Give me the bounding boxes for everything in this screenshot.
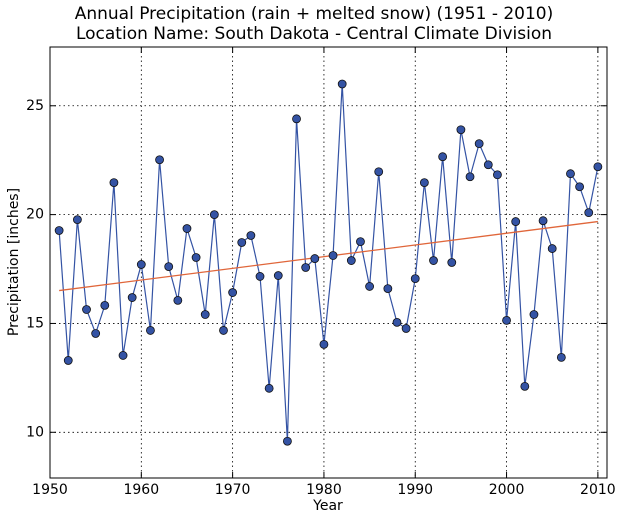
data-point	[456, 125, 466, 135]
data-point	[438, 152, 448, 162]
data-point	[200, 310, 210, 319]
data-point	[209, 210, 219, 220]
data-point	[556, 353, 566, 362]
data-point	[410, 274, 420, 284]
data-point	[292, 114, 301, 124]
data-point	[54, 226, 64, 235]
data-point	[547, 244, 557, 253]
data-line	[58, 83, 599, 442]
data-point	[264, 383, 274, 393]
data-point	[392, 317, 402, 327]
x-tick-label: 1990	[397, 482, 433, 498]
data-point	[246, 231, 256, 240]
data-point	[100, 300, 110, 310]
data-point	[273, 271, 283, 280]
x-tick-label: 1970	[215, 482, 251, 498]
data-point	[593, 162, 603, 172]
data-point	[219, 326, 228, 335]
x-tick-label: 2000	[489, 482, 525, 498]
data-point	[164, 262, 174, 272]
chart-subtitle: Location Name: South Dakota - Central Cl…	[76, 24, 552, 44]
data-point	[447, 258, 457, 267]
data-point	[228, 288, 238, 297]
data-point	[465, 172, 475, 182]
data-point	[337, 79, 347, 89]
data-point	[575, 182, 585, 192]
data-point	[566, 169, 575, 179]
data-point	[109, 178, 119, 188]
data-point	[401, 324, 411, 333]
data-point	[82, 305, 91, 314]
data-point	[173, 295, 183, 305]
data-point	[356, 237, 365, 247]
data-point	[237, 238, 247, 247]
x-tick-label: 1950	[32, 482, 68, 498]
data-point	[283, 436, 292, 446]
data-point	[301, 263, 311, 272]
data-point	[483, 160, 493, 170]
data-point	[419, 178, 429, 188]
y-axis-label: Precipitation [inches]	[6, 188, 22, 336]
x-tick-label: 1960	[123, 482, 159, 498]
data-point	[255, 272, 265, 281]
plot-frame	[49, 46, 608, 479]
data-point	[72, 215, 82, 225]
data-point	[365, 282, 374, 291]
y-tick-label: 10	[26, 424, 44, 440]
data-point	[429, 256, 438, 265]
data-point	[584, 208, 594, 218]
data-point	[511, 217, 521, 226]
data-point	[310, 254, 320, 263]
data-point	[91, 329, 101, 338]
data-point	[155, 155, 164, 165]
data-point	[319, 339, 329, 349]
y-tick-label: 20	[26, 207, 44, 223]
data-point	[502, 316, 511, 325]
data-point	[63, 356, 73, 365]
chart-title: Annual Precipitation (rain + melted snow…	[75, 4, 554, 24]
data-point	[127, 293, 137, 302]
data-point	[374, 167, 384, 177]
trend-line	[59, 220, 598, 292]
data-point	[146, 326, 155, 335]
y-tick-label: 15	[26, 315, 44, 331]
data-point	[191, 253, 201, 262]
data-point	[328, 251, 338, 260]
x-tick-label: 1980	[306, 482, 342, 498]
data-point	[383, 284, 393, 294]
y-tick-label: 25	[26, 98, 44, 114]
data-point	[529, 310, 539, 319]
data-point	[136, 260, 146, 269]
x-axis-label: Year	[312, 498, 343, 514]
data-point	[118, 351, 128, 360]
data-point	[493, 170, 502, 180]
data-point	[520, 381, 530, 391]
x-tick-label: 2010	[580, 482, 616, 498]
data-point	[538, 216, 548, 226]
data-point	[474, 139, 484, 149]
data-point	[346, 256, 356, 265]
data-point	[182, 224, 192, 233]
